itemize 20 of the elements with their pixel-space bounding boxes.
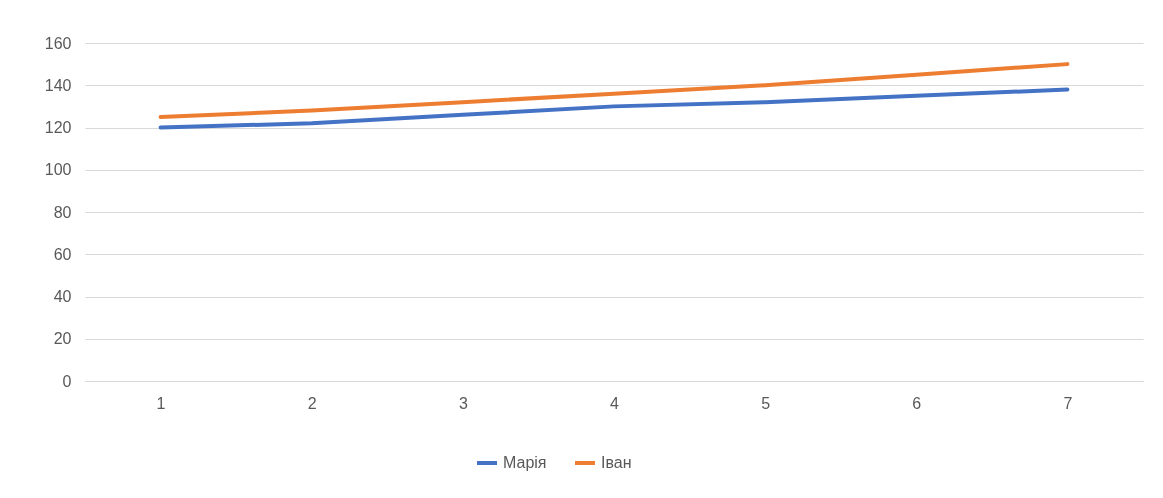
y-tick-label: 160	[44, 34, 72, 52]
line-series	[158, 62, 1070, 119]
x-tick-label: 1	[156, 394, 166, 412]
x-tick-label: 3	[458, 394, 468, 412]
y-tick-label: 60	[53, 245, 72, 263]
line-series	[158, 87, 1070, 130]
y-tick-label: 140	[44, 76, 72, 94]
x-tick-label: 4	[610, 394, 620, 412]
x-tick-label: 2	[307, 394, 317, 412]
x-tick-label: 7	[1063, 394, 1073, 412]
y-tick-label: 40	[53, 288, 72, 305]
legend-label: Марія	[503, 454, 547, 471]
y-tick-label: 80	[53, 203, 72, 221]
y-tick-label: 100	[44, 161, 72, 179]
y-tick-label: 120	[44, 119, 72, 136]
legend-label: Іван	[601, 454, 632, 471]
y-tick-label: 20	[53, 330, 72, 348]
x-tick-label: 5	[761, 394, 771, 412]
y-tick-label: 0	[62, 372, 72, 390]
x-tick-label: 6	[912, 394, 922, 412]
